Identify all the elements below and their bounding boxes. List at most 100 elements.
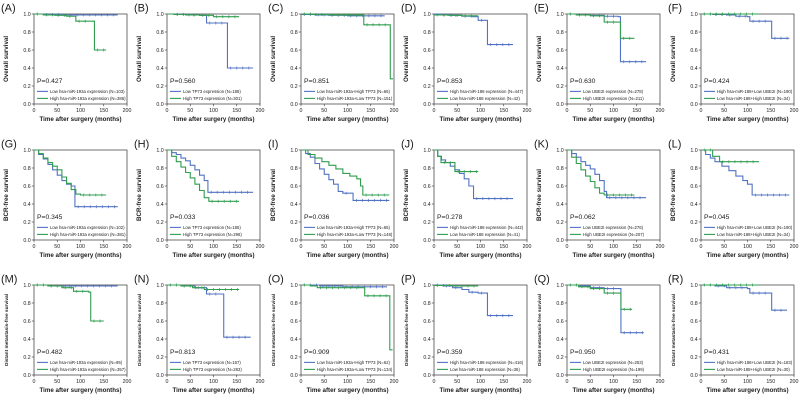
legend-label-blue: Low hsa-miR-193a expression (N=103)	[50, 89, 125, 94]
x-tick-label: 100	[209, 380, 218, 386]
legend-label-green: Low hsa-miR-188+High UBE2I (N=34)	[717, 96, 790, 101]
panel-label: (K)	[534, 138, 549, 150]
x-tick-label: 200	[389, 244, 398, 250]
legend-label-blue: Low hsa-miR-193a+High TP73 (N=62)	[317, 360, 391, 365]
y-tick-label: 1.0	[423, 148, 430, 154]
y-tick-label: 0.0	[157, 102, 164, 108]
panel-label: (A)	[1, 2, 16, 14]
survival-curve-green	[167, 13, 240, 18]
y-tick-label: 0.8	[290, 301, 297, 307]
y-tick-label: 0.8	[157, 30, 164, 36]
y-tick-label: 0.0	[23, 373, 30, 379]
x-tick-label: 100	[209, 108, 218, 114]
y-tick-label: 0.8	[557, 166, 564, 172]
plot-frame	[433, 284, 528, 376]
legend-label-blue: High hsa-miR-188 expression (N=416)	[450, 360, 524, 365]
p-value-label: P=0.033	[170, 214, 196, 221]
km-panel-r: (R) 1.0 0.8 0.6 0.4 0.2 0.0 0 50 100 150 200 Distant…	[667, 271, 800, 407]
x-tick-label: 150	[366, 108, 375, 114]
y-tick-label: 0.4	[690, 337, 697, 343]
y-tick-label: 0.0	[23, 238, 30, 244]
y-tick-label: 0.0	[423, 102, 430, 108]
legend-label-green: Low hsa-miR-188 expression (N=41)	[450, 232, 520, 237]
x-tick-label: 0	[166, 380, 169, 386]
survival-curve-green	[33, 284, 104, 322]
legend-label-blue: Low TP73 expression (N=185)	[183, 225, 241, 230]
x-tick-label: 50	[321, 380, 327, 386]
y-axis-label: Distant metastasis-free survival	[404, 294, 410, 366]
y-tick-label: 0.8	[690, 166, 697, 172]
survival-curve-green	[567, 13, 635, 39]
y-tick-label: 0.4	[690, 202, 697, 208]
x-tick-label: 200	[123, 244, 132, 250]
km-plot-e: (E) 1.0 0.8 0.6 0.4 0.2 0.00 50 100 150 200 Overall…	[534, 2, 665, 122]
x-tick-label: 150	[499, 380, 508, 386]
panel-label: (N)	[134, 274, 149, 286]
y-axis-label: BCR-free survival	[270, 168, 277, 220]
p-value-label: P=0.278	[437, 214, 463, 221]
x-tick-label: 100	[76, 244, 85, 250]
survival-curve-green	[167, 284, 240, 291]
plot-frame	[300, 284, 395, 376]
x-tick-label: 50	[321, 244, 327, 250]
y-tick-label: 0.4	[157, 66, 164, 72]
x-tick-label: 50	[188, 244, 194, 250]
y-tick-label: 0.8	[23, 166, 30, 172]
x-tick-label: 100	[343, 380, 352, 386]
y-tick-label: 0.6	[690, 184, 697, 190]
y-tick-label: 0.6	[423, 184, 430, 190]
x-tick-label: 200	[656, 380, 665, 386]
x-tick-label: 100	[76, 108, 85, 114]
x-tick-label: 200	[789, 380, 798, 386]
y-tick-label: 0.0	[690, 373, 697, 379]
legend-label-blue: High hsa-miR-188 expression (N=447)	[450, 89, 524, 94]
y-tick-label: 0.2	[423, 84, 430, 90]
y-tick-label: 0.2	[23, 84, 30, 90]
y-axis-label: Overall survival	[270, 36, 277, 82]
y-tick-label: 0.8	[157, 166, 164, 172]
y-tick-label: 0.0	[690, 238, 697, 244]
x-axis-label: Time after surgery (months)	[306, 252, 388, 259]
y-axis-label: BCR-free survival	[403, 168, 410, 220]
legend-label-blue: Low TP73 expression (N=188)	[183, 89, 241, 94]
y-tick-label: 1.0	[557, 283, 564, 289]
x-tick-label: 150	[233, 108, 242, 114]
x-tick-label: 50	[721, 108, 727, 114]
x-axis-label: Time after surgery (months)	[173, 387, 255, 394]
survival-curve-green	[167, 149, 240, 202]
y-tick-label: 0.8	[557, 30, 564, 36]
legend-label-blue: High hsa-miR-188+Low UBE2I (N=190)	[717, 225, 793, 230]
x-tick-label: 150	[766, 108, 775, 114]
survival-curve-green	[433, 149, 479, 172]
y-tick-label: 0.4	[23, 66, 30, 72]
km-panel-q: (Q) 1.0 0.8 0.6 0.4 0.2 0.0 0 50 100 150 200 Distant…	[533, 271, 666, 407]
legend-label-green: High TP73 expression (N=298)	[183, 232, 242, 237]
x-tick-label: 100	[743, 244, 752, 250]
legend-label-green: High hsa-miR-193a+Low TP73 (N=134)	[317, 367, 393, 372]
x-axis-label: Time after surgery (months)	[706, 116, 788, 123]
y-tick-label: 1.0	[290, 12, 297, 18]
y-tick-label: 0.0	[690, 102, 697, 108]
y-tick-label: 0.2	[23, 220, 30, 226]
y-axis-label: BCR-free survival	[536, 168, 543, 220]
x-tick-label: 200	[656, 108, 665, 114]
x-tick-label: 0	[566, 380, 569, 386]
y-tick-label: 0.2	[290, 84, 297, 90]
x-tick-label: 50	[188, 108, 194, 114]
y-axis-label: Distant metastasis-free survival	[271, 294, 277, 366]
y-tick-label: 0.6	[290, 184, 297, 190]
y-tick-label: 0.2	[157, 355, 164, 361]
km-plot-o: (O) 1.0 0.8 0.6 0.4 0.2 0.00 50 100 150 200 Distant…	[268, 274, 398, 394]
y-tick-label: 1.0	[557, 148, 564, 154]
y-tick-label: 0.0	[423, 373, 430, 379]
km-plot-q: (Q) 1.0 0.8 0.6 0.4 0.2 0.00 50 100 150 200 Distant…	[534, 274, 665, 394]
x-axis-label: Time after surgery (months)	[439, 252, 521, 259]
y-tick-label: 0.0	[290, 373, 297, 379]
plot-frame	[700, 13, 794, 105]
p-value-label: P=0.482	[37, 349, 63, 356]
y-tick-label: 0.0	[557, 102, 564, 108]
x-tick-label: 150	[499, 244, 508, 250]
legend-label-blue: High hsa-miR-188 expression (N=442)	[450, 225, 524, 230]
km-panel-e: (E) 1.0 0.8 0.6 0.4 0.2 0.0 0 50 100 150 200 Overall…	[533, 0, 666, 136]
